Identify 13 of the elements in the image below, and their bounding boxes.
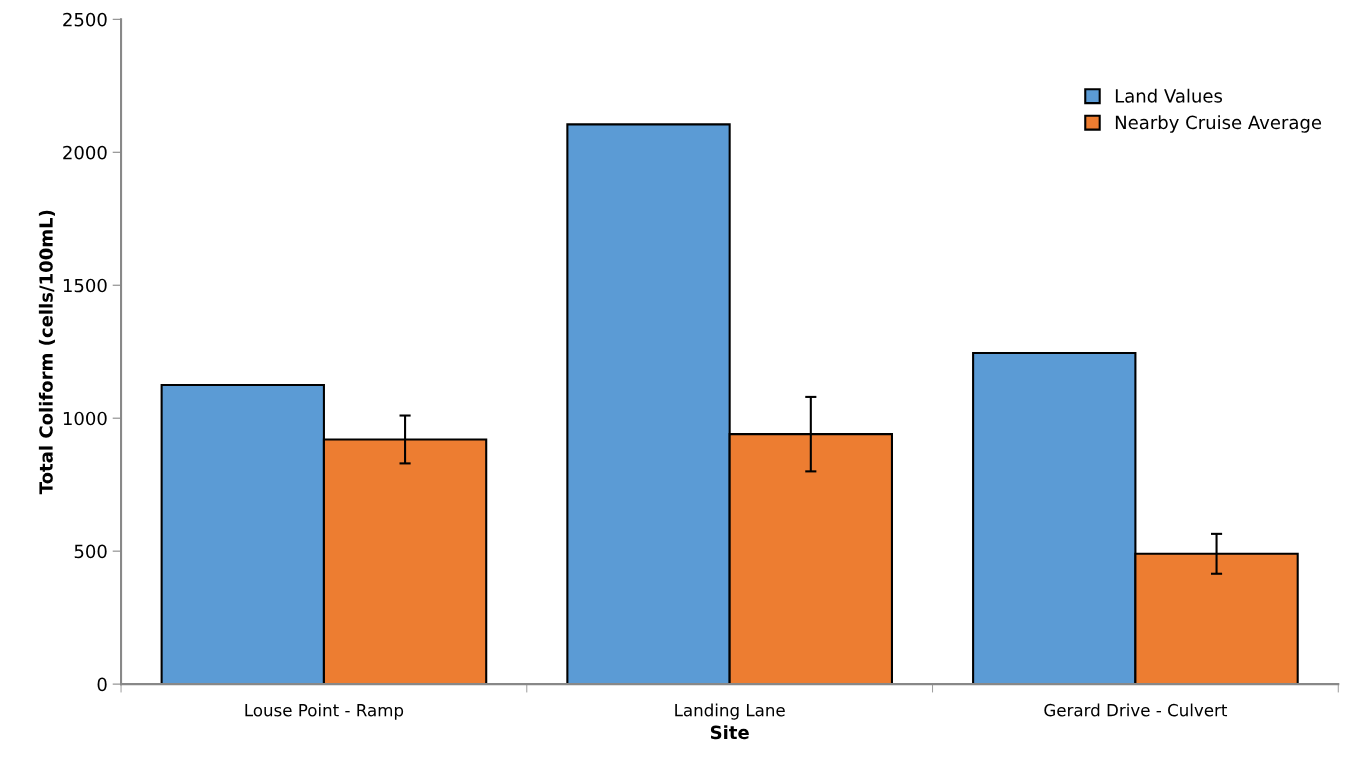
legend-label: Land Values [1115, 88, 1223, 103]
y-tick-label: 1500 [63, 278, 107, 293]
x-axis-title: Site [710, 725, 749, 740]
y-tick-label: 2500 [63, 12, 107, 27]
y-tick-label: 0 [97, 677, 107, 692]
x-tick-label: Landing Lane [675, 703, 785, 720]
y-tick-label: 2000 [63, 145, 107, 160]
x-tick-label: Gerard Drive - Culvert [1044, 703, 1228, 717]
legend-label: Nearby Cruise Average [1115, 115, 1322, 133]
y-tick-label: 500 [74, 544, 107, 559]
x-tick-label: Louse Point - Ramp [245, 703, 404, 720]
y-axis-title: Total Coliform (cells/100mL) [38, 210, 55, 495]
y-tick-label: 1000 [63, 411, 107, 426]
